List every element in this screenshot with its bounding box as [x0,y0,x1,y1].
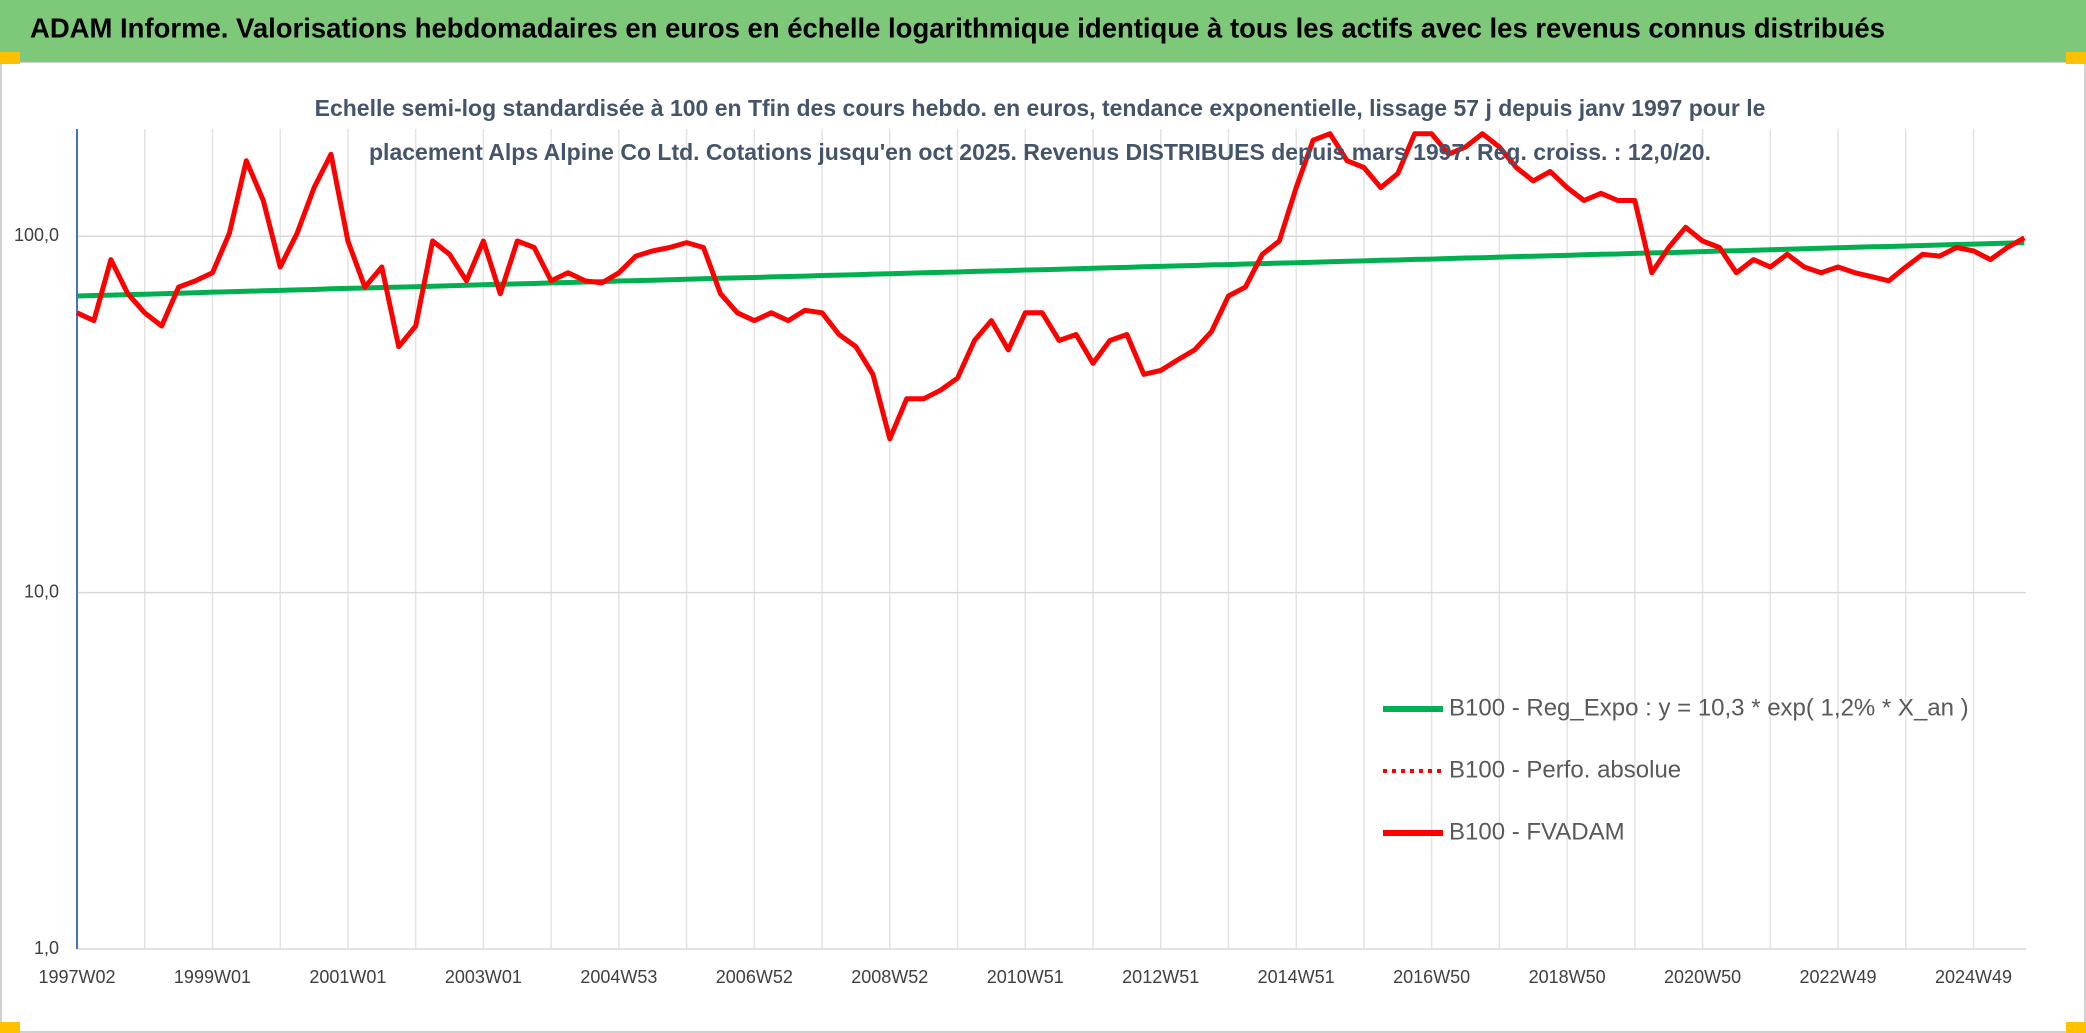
chart-subtitle: Echelle semi-log standardisée à 100 en T… [314,95,1766,165]
legend-label: B100 - Reg_Expo : y = 10,3 * exp( 1,2% *… [1449,694,1969,721]
y-tick-label: 10,0 [24,581,59,601]
y-tick-label: 100,0 [14,225,59,245]
x-tick-label: 2012W51 [1122,967,1199,987]
title-banner [0,0,2086,62]
x-tick-label: 2018W50 [1529,967,1606,987]
corner [2066,1022,2086,1033]
x-tick-label: 2022W49 [1800,967,1877,987]
series-line [75,131,2026,442]
chart-frame [0,61,2086,1033]
x-tick-label: 2001W01 [309,967,386,987]
x-tick-label: 2024W49 [1935,967,2012,987]
x-tick-label: 2010W51 [987,967,1064,987]
corner [2066,52,2086,64]
chart-title: ADAM Informe. Valorisations hebdomadaire… [30,12,1885,43]
x-tick-label: 2003W01 [445,967,522,987]
x-tick-label: 2016W50 [1393,967,1470,987]
x-tick-label: 2008W52 [851,967,928,987]
x-tick-label: 1999W01 [174,967,251,987]
corner [0,1022,20,1033]
x-tick-label: 2004W53 [580,967,657,987]
legend-label: B100 - FVADAM [1449,818,1625,845]
y-tick-label: 1,0 [34,938,59,958]
x-tick-label: 1997W02 [38,967,115,987]
x-tick-label: 2014W51 [1258,967,1335,987]
series-line [76,240,2025,299]
corner [0,52,20,64]
legend-label: B100 - Perfo. absolue [1449,756,1681,783]
x-tick-label: 2006W52 [716,967,793,987]
x-tick-label: 2020W50 [1664,967,1741,987]
